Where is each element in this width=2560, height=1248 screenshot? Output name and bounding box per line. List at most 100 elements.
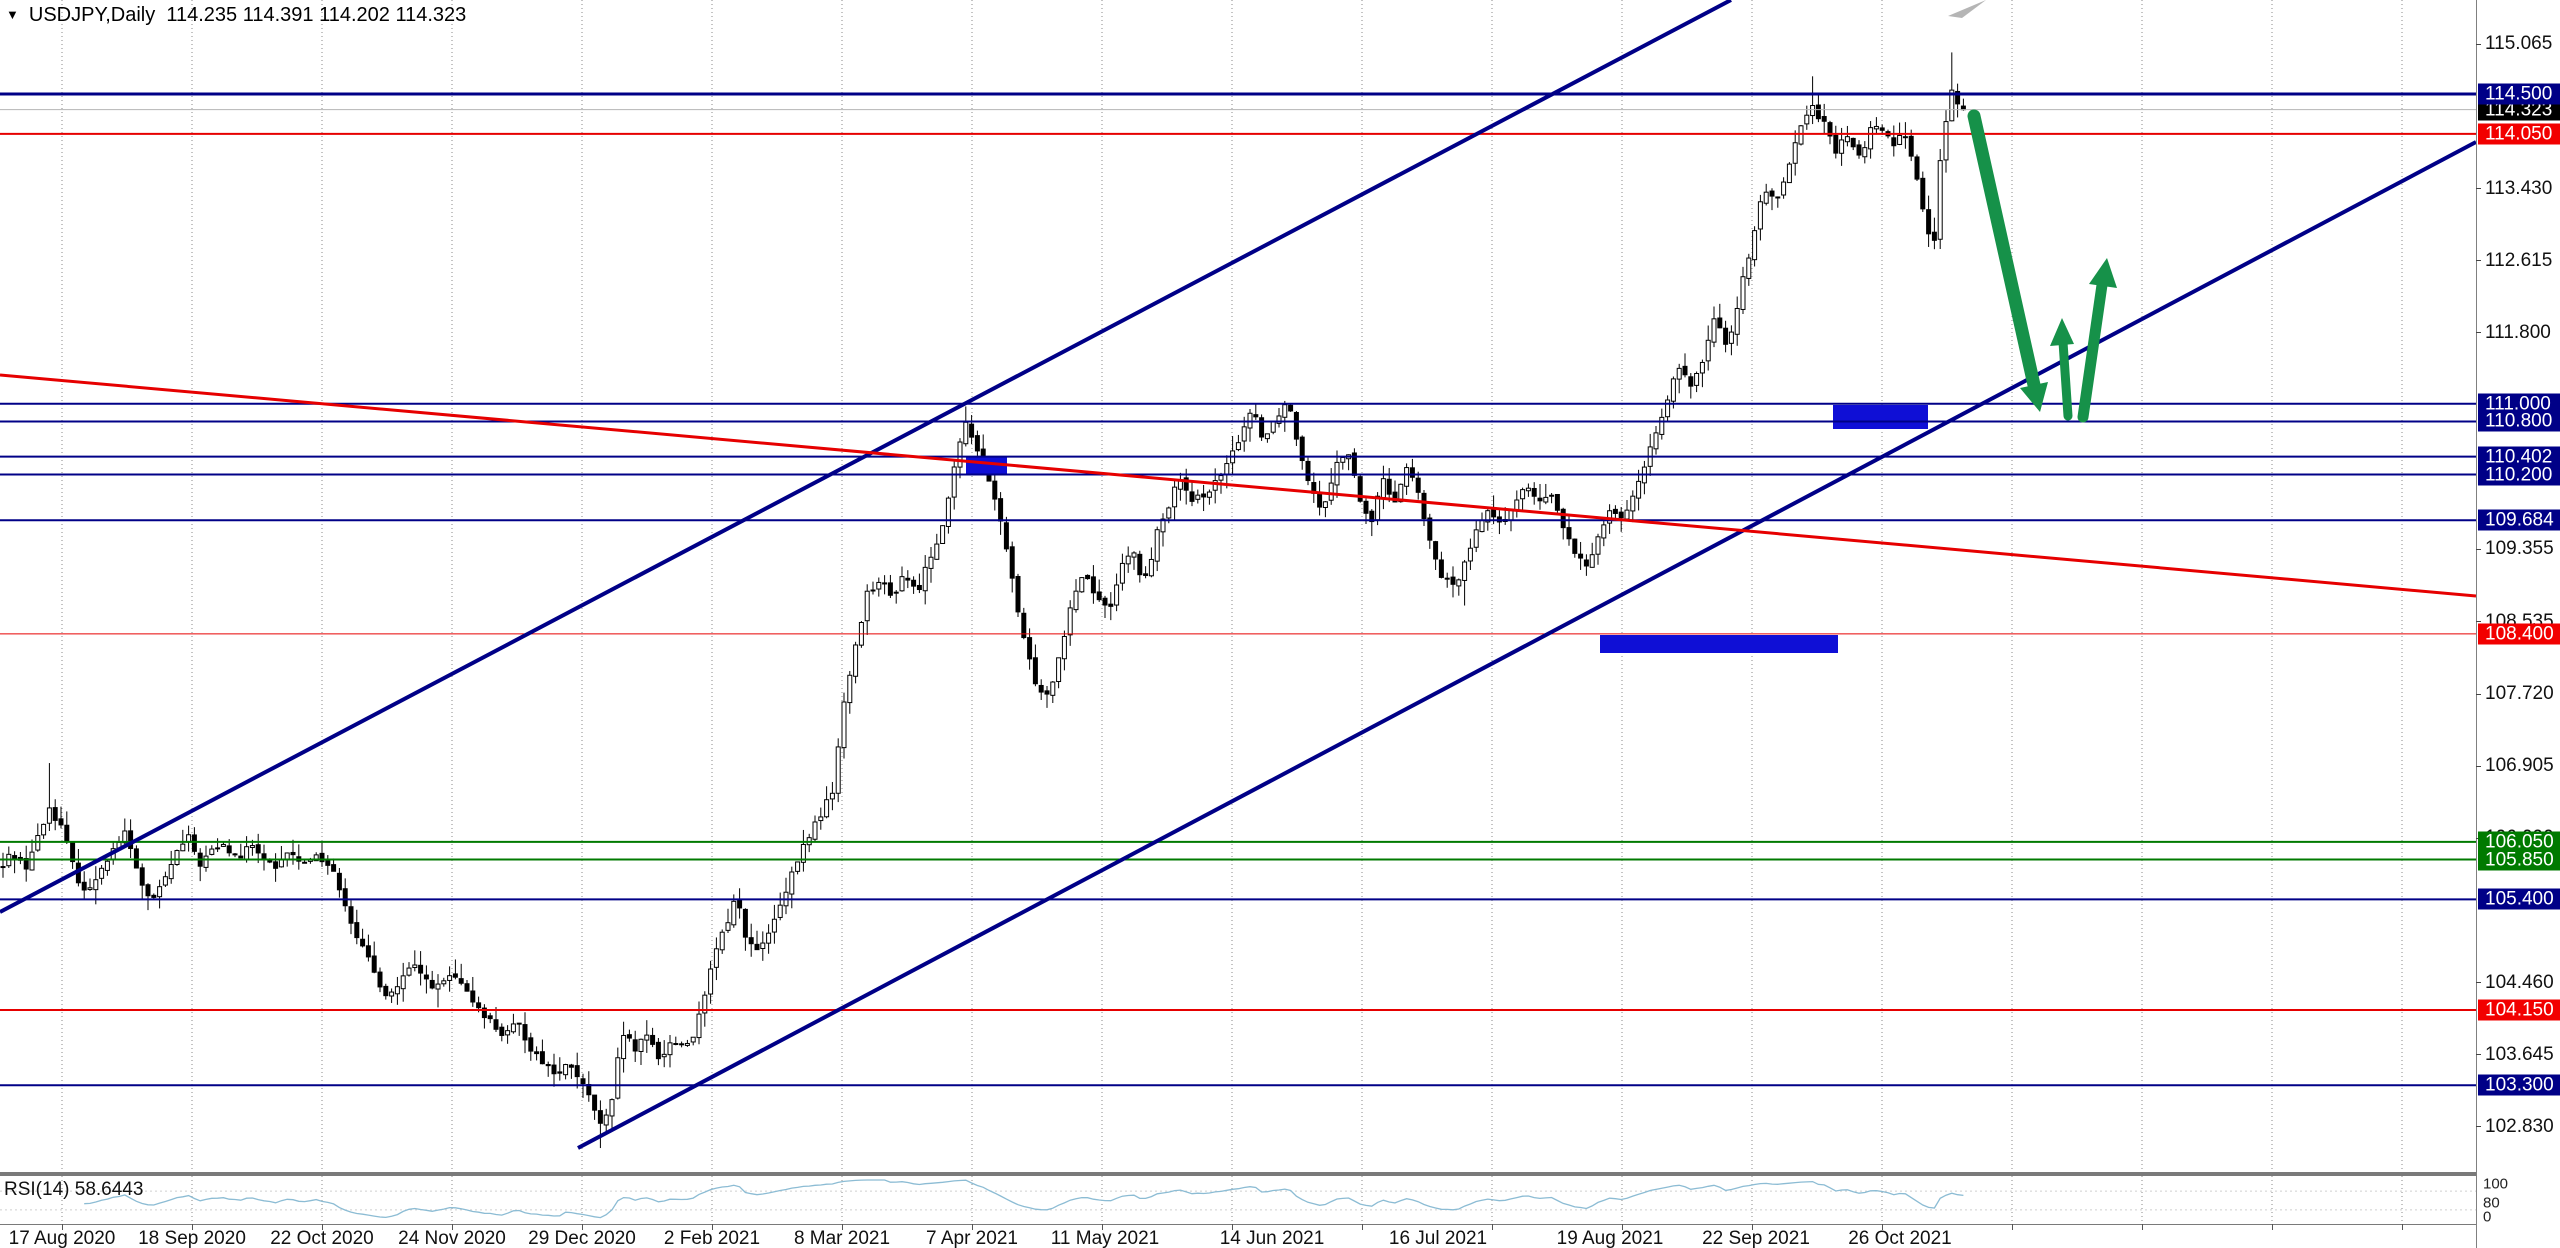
candle-body [1108, 603, 1114, 607]
time-tick-mark [2142, 1224, 2143, 1230]
candle-body [1090, 576, 1096, 594]
candle-body [1525, 487, 1531, 492]
candle-body [58, 818, 64, 826]
candle-body [621, 1034, 627, 1060]
candle-body [1259, 417, 1265, 438]
candle-body [1137, 553, 1143, 576]
candle-body [1235, 442, 1241, 451]
time-tick-mark [842, 1224, 843, 1230]
trendline-channel-upper[interactable] [0, 0, 1732, 914]
candle-body [1891, 137, 1897, 147]
candle-body [249, 845, 255, 849]
candle-body [853, 644, 859, 677]
candle-body [1850, 137, 1856, 148]
trendline-descending-resistance[interactable] [0, 373, 2477, 598]
candle-body [800, 843, 806, 863]
candle-body [244, 846, 250, 861]
candle-body [696, 1013, 702, 1039]
candle-body [1044, 690, 1050, 695]
trendline-channel-lower[interactable] [577, 140, 2477, 1150]
candle-body [389, 991, 395, 997]
candle-body [1392, 491, 1398, 503]
candle-body [1032, 657, 1038, 685]
candle-body [12, 855, 18, 859]
supply-demand-rectangle[interactable] [1833, 405, 1928, 429]
price-axis[interactable]: 115.065 113.430 112.615 111.800 109.355 108.5… [2476, 0, 2560, 1248]
candle-body [911, 579, 917, 587]
candle-body [1224, 463, 1230, 475]
time-tick-label: 19 Aug 2021 [1556, 1228, 1664, 1248]
candle-body [957, 441, 963, 468]
time-axis[interactable]: 17 Aug 2020 18 Sep 2020 22 Oct 2020 24 Nov … [0, 1224, 2476, 1248]
green-arrow-shaft[interactable] [1967, 109, 2041, 392]
candle-body [1699, 361, 1705, 374]
candle-body [238, 855, 244, 859]
time-tick-mark [62, 1224, 63, 1230]
candle-body [1479, 520, 1485, 533]
candle-body [1038, 684, 1044, 693]
price-tick-mark [2476, 332, 2481, 334]
candle-body [412, 964, 418, 969]
candle-body [1583, 559, 1589, 567]
candle-body [1508, 509, 1514, 521]
candle-body [476, 1002, 482, 1009]
time-tick-label: 11 May 2021 [1050, 1228, 1160, 1248]
candle-body [168, 864, 174, 880]
candle-body [650, 1034, 656, 1045]
candle-body [1902, 136, 1908, 139]
candle-body [568, 1064, 574, 1068]
candle-body [1833, 134, 1839, 154]
candle-body [1415, 477, 1421, 493]
candle-body [1786, 163, 1792, 184]
price-tick-mark [2476, 43, 2481, 45]
candle-body [1694, 373, 1700, 386]
price-tick-label: 106.905 [2485, 755, 2554, 777]
candle-body [1705, 339, 1711, 362]
candle-body [139, 867, 145, 886]
time-tick-label: 18 Sep 2020 [138, 1228, 246, 1248]
gray-arrow-icon[interactable] [1948, 0, 1986, 18]
green-arrow-head[interactable] [2089, 258, 2117, 288]
candle-body [1206, 491, 1212, 498]
candle-body [1009, 546, 1015, 579]
pane-splitter[interactable] [0, 1172, 2560, 1176]
candle-body [1908, 135, 1914, 157]
candle-body [1380, 478, 1386, 499]
green-arrow-shaft[interactable] [2077, 279, 2108, 423]
candle-body [191, 834, 197, 852]
candle-body [1027, 637, 1033, 660]
candle-body [963, 421, 969, 445]
candle-body [1618, 511, 1624, 519]
green-arrow-head[interactable] [2050, 318, 2074, 346]
candle-body [928, 556, 934, 569]
symbol-dropdown-icon[interactable]: ▼ [6, 7, 19, 22]
candle-body [1409, 467, 1415, 478]
green-arrow-head[interactable] [2020, 382, 2048, 412]
candle-body [1264, 433, 1270, 440]
candle-body [1433, 541, 1439, 560]
price-level-badge: 110.800 [2478, 410, 2560, 432]
candle-body [1595, 536, 1601, 555]
candle-body [1067, 607, 1073, 636]
candle-body [1821, 116, 1827, 122]
candle-body [592, 1094, 598, 1111]
candle-body [534, 1051, 540, 1055]
candle-body [1856, 144, 1862, 156]
candle-body [574, 1065, 580, 1078]
time-tick-mark [1882, 1224, 1883, 1230]
symbol-header: ▼ USDJPY,Daily 114.235 114.391 114.202 11… [6, 4, 466, 27]
candle-body [887, 582, 893, 596]
candle-body [539, 1051, 545, 1065]
green-arrow-shaft[interactable] [2058, 337, 2073, 421]
candle-body [226, 845, 232, 854]
candle-body [1398, 483, 1404, 503]
candle-body [406, 967, 412, 976]
candle-body [824, 799, 830, 818]
candle-body [1676, 367, 1682, 380]
candle-body [1444, 577, 1450, 580]
candle-body [452, 973, 458, 978]
candle-body [1868, 127, 1874, 150]
candle-body [1218, 475, 1224, 481]
supply-demand-rectangle[interactable] [1600, 635, 1838, 653]
